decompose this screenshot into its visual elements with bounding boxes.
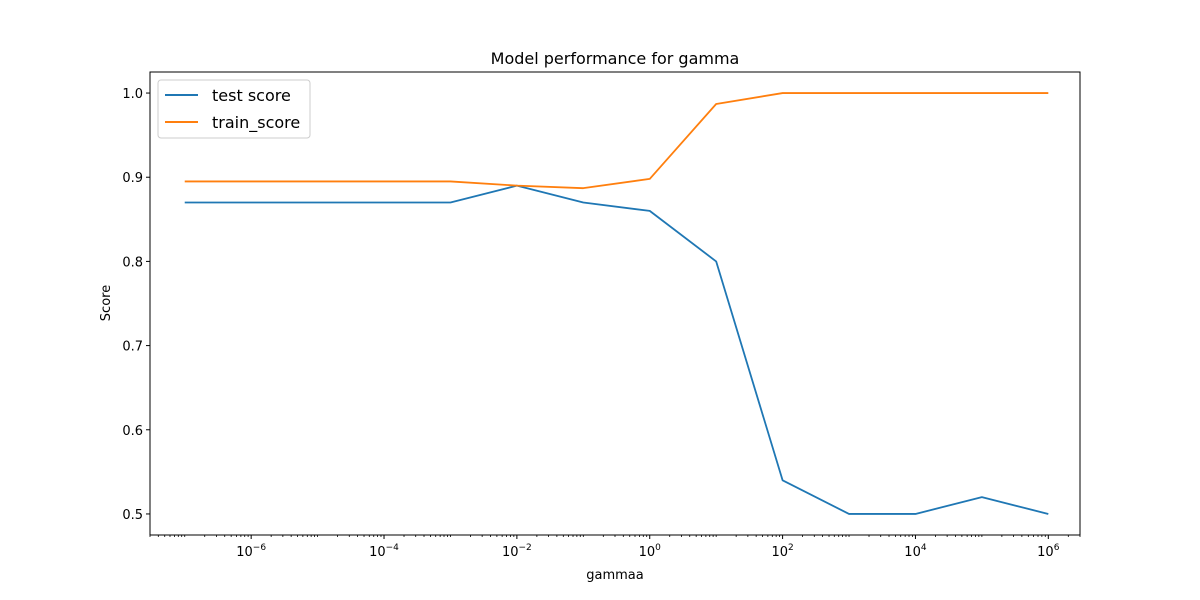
x-tick-label: 106 <box>1037 543 1060 560</box>
series-line-train-score <box>184 92 1049 190</box>
x-axis-label: gammaa <box>586 568 643 583</box>
x-tick-label: 10−6 <box>236 543 266 560</box>
x-tick-label: 10−4 <box>369 543 399 560</box>
legend-label-test-score: test score <box>212 86 291 105</box>
y-axis: 0.5 0.6 0.7 0.8 0.9 1.0 <box>122 87 150 523</box>
y-tick-label: 0.9 <box>122 171 143 186</box>
y-tick-label: 1.0 <box>122 87 143 102</box>
y-tick-label: 0.7 <box>122 340 143 355</box>
series-lines <box>184 92 1049 515</box>
y-tick-label: 0.8 <box>122 255 143 270</box>
x-tick-label: 102 <box>771 543 793 560</box>
x-tick-label: 100 <box>639 543 662 560</box>
y-tick-label: 0.5 <box>122 508 143 523</box>
x-axis: 10−6 10−4 10−2 100 102 104 106 <box>149 535 1081 560</box>
legend: test score train_score <box>157 79 311 139</box>
legend-label-train-score: train_score <box>212 113 300 133</box>
y-axis-label: Score <box>99 285 114 321</box>
x-tick-label: 10−2 <box>502 543 532 560</box>
series-line-test-score <box>184 184 1049 515</box>
plot-area <box>149 71 1081 536</box>
chart-title: Model performance for gamma <box>491 49 740 68</box>
x-tick-label: 104 <box>904 543 927 560</box>
y-tick-label: 0.6 <box>122 424 143 439</box>
plot-frame <box>149 71 1081 536</box>
